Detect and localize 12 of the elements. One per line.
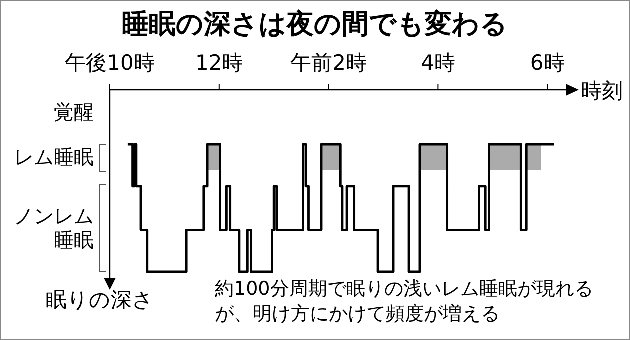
x-tick-label: 午前2時 [290,51,367,75]
x-tick-label: 午後10時 [65,51,155,75]
x-axis-title: 時刻 [581,79,623,103]
y-axis-title: 眠りの深さ [46,288,154,312]
x-tick-label: 4時 [421,51,456,75]
text: ノンレム睡眠 [14,204,94,252]
chart-title: 睡眠の深さは夜の間でも変わる [122,9,508,40]
text: 覚醒 [54,100,94,124]
x-tick-label: 12時 [196,51,244,75]
text: 約100分周期で眠りの浅いレム睡眠が現れるが、明け方にかけて頻度が増える [215,278,594,325]
x-tick-label: 6時 [530,51,565,75]
text: レム睡眠 [14,145,94,169]
